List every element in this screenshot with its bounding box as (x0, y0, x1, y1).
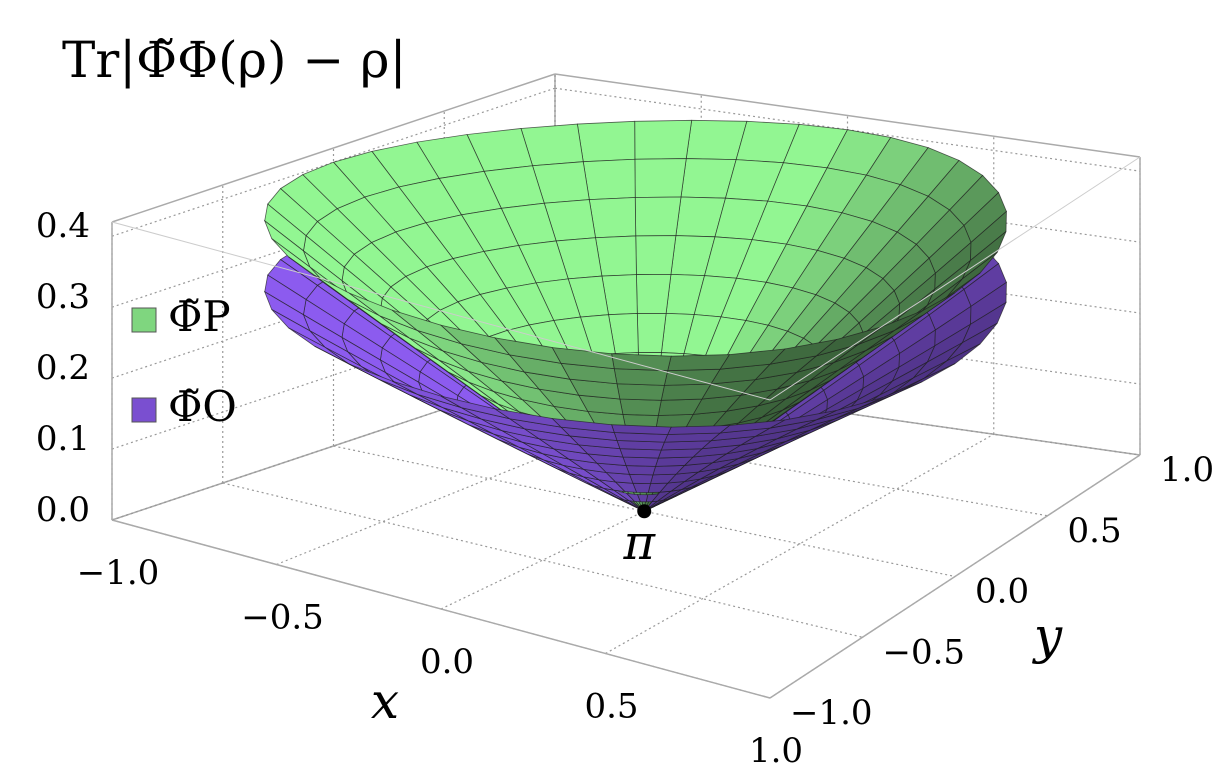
surface-patch (634, 158, 687, 198)
point-label: π (622, 515, 656, 571)
z-tick-label: 0.3 (36, 277, 90, 317)
box-edge (111, 221, 771, 401)
surface-patch (551, 417, 615, 433)
grid-line (605, 433, 995, 655)
surface-patch (613, 368, 669, 386)
box-edge (554, 73, 1141, 158)
surface-patch (582, 158, 636, 201)
z-tick-label: 0.1 (36, 419, 90, 459)
grid-line (333, 445, 956, 578)
surface-patch (611, 353, 672, 372)
surface-patch (667, 354, 731, 372)
x-tick-label: −1.0 (77, 553, 160, 593)
surface-patch (622, 456, 659, 467)
legend-label: Φ̃P (168, 292, 231, 341)
surface-patch (636, 312, 667, 353)
surface-patch (625, 465, 657, 476)
point (637, 504, 652, 519)
surface-patch (628, 473, 654, 485)
box-edge (769, 454, 1141, 699)
chart-title: Tr|Φ̃Φ(ρ) − ρ| (62, 31, 406, 89)
surface-patch (634, 119, 693, 160)
y-axis-label: y (1032, 607, 1063, 665)
y-tick-label: 0.5 (1068, 511, 1122, 551)
box-edge (111, 73, 556, 223)
surface-patch (595, 235, 637, 277)
y-tick-label: 1.0 (1160, 450, 1214, 490)
y-tick-label: −0.5 (883, 632, 966, 672)
y-tick-label: −1.0 (790, 693, 873, 733)
x-tick-label: 0.5 (584, 687, 638, 727)
surface-patch (635, 235, 677, 275)
z-tick-label: 0.2 (36, 348, 90, 388)
x-tick-label: 1.0 (749, 731, 803, 771)
z-tick-label: 0.0 (36, 490, 90, 530)
surface-patch (667, 425, 731, 435)
surface-patch (663, 368, 721, 386)
surface-patch (576, 120, 636, 163)
z-tick-label: 0.4 (36, 206, 90, 246)
y-tick-label: 0.0 (975, 572, 1029, 612)
surface-patch (619, 398, 662, 416)
surface-patch (588, 197, 637, 239)
legend-swatch (131, 307, 157, 333)
legend-label: Φ̃O (168, 382, 237, 431)
x-tick-label: −0.5 (241, 598, 324, 638)
box-edge (111, 519, 771, 699)
surface-patch (634, 196, 682, 237)
surface-patch (636, 273, 672, 314)
x-tick-label: 0.0 (420, 642, 474, 682)
x-axis-label: x (371, 672, 399, 730)
surface-patch (551, 347, 615, 370)
box-edge (769, 156, 1141, 401)
legend-swatch (131, 397, 157, 423)
surface-patch (616, 383, 665, 401)
